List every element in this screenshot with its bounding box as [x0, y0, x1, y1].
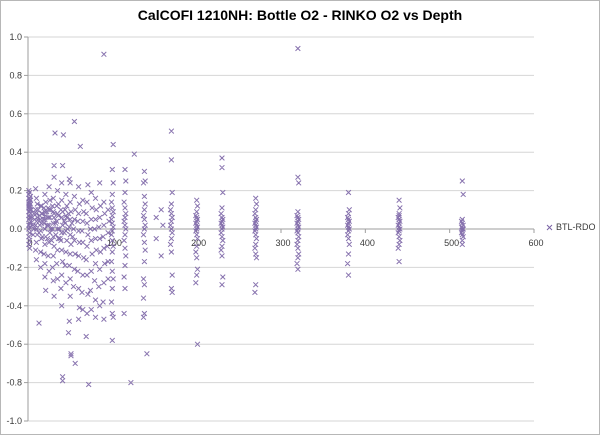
x-tick-label: 400: [360, 238, 375, 248]
y-tick-label: 0.0: [9, 224, 22, 234]
y-tick-label: -0.2: [6, 262, 22, 272]
y-tick-label: 0.2: [9, 186, 22, 196]
y-tick-label: -0.8: [6, 378, 22, 388]
chart-title: CalCOFI 1210NH: Bottle O2 - RINKO O2 vs …: [137, 7, 463, 23]
y-tick-label: -1.0: [6, 416, 22, 426]
legend-marker-icon: [546, 224, 553, 231]
y-tick-label: -0.6: [6, 339, 22, 349]
y-tick-label: 0.8: [9, 70, 22, 80]
x-tick-label: 300: [275, 238, 290, 248]
legend[interactable]: BTL-RDO: [546, 222, 596, 232]
x-tick-label: 200: [191, 238, 206, 248]
x-tick-label: 500: [444, 238, 459, 248]
x-tick-label: 600: [528, 238, 543, 248]
y-tick-label: 0.4: [9, 147, 22, 157]
y-tick-label: -0.4: [6, 301, 22, 311]
y-tick-label: 0.6: [9, 109, 22, 119]
legend-label: BTL-RDO: [556, 222, 596, 232]
y-tick-label: 1.0: [9, 32, 22, 42]
data-points-series-btl-rdo: [26, 45, 466, 388]
